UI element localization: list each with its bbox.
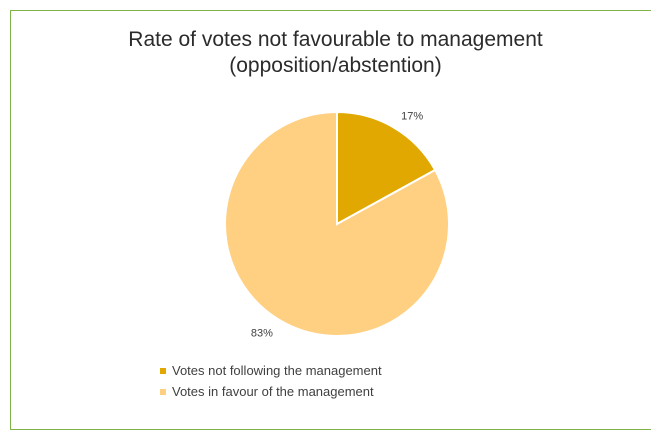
data-label-in-favour: 83% [251,327,273,339]
legend-swatch-not-following [160,367,166,374]
legend-item-not-following: Votes not following the management [160,360,382,381]
pie-slice-not-following [336,110,437,226]
chart-title: Rate of votes not favourable to manageme… [10,27,651,79]
legend-label-not-following: Votes not following the management [172,363,382,378]
chart-legend: Votes not following the management Votes… [160,360,382,402]
data-label-not-following: 17% [401,111,423,123]
pie-slice-in-favour [224,110,450,337]
chart-title-line-2: (opposition/abstention) [229,54,442,77]
pie-chart: 17% 83% [224,110,450,339]
legend-label-in-favour: Votes in favour of the management [172,384,374,399]
legend-item-in-favour: Votes in favour of the management [160,381,382,402]
chart-title-line-1: Rate of votes not favourable to manageme… [128,28,543,51]
legend-swatch-in-favour [160,388,166,395]
